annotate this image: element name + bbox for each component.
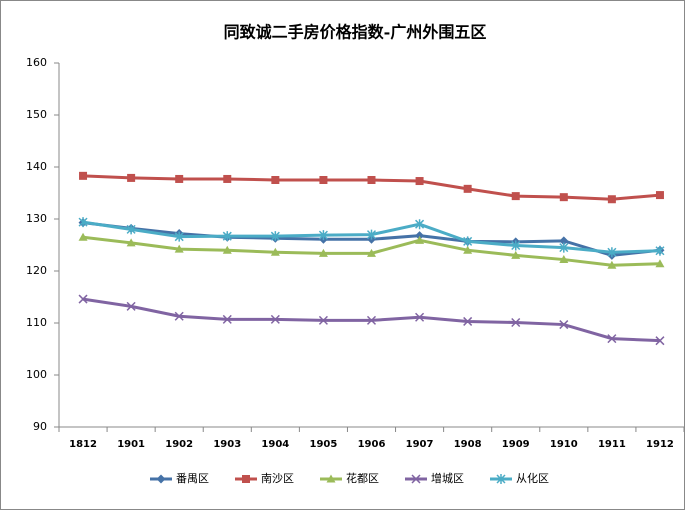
data-point <box>366 315 377 325</box>
data-point <box>318 248 328 257</box>
data-point <box>655 245 665 256</box>
data-point <box>78 217 88 228</box>
y-tick-label: 160 <box>26 56 47 69</box>
x-tick-label: 1907 <box>406 439 434 450</box>
data-point <box>78 232 88 241</box>
legend-marker <box>411 474 421 484</box>
data-point <box>222 231 232 242</box>
data-point <box>366 229 377 240</box>
data-point <box>270 231 280 242</box>
y-tick-label: 140 <box>26 160 47 173</box>
data-point <box>607 247 617 258</box>
data-point <box>415 231 425 241</box>
data-point <box>175 174 184 183</box>
data-point <box>415 219 425 230</box>
data-point <box>463 316 473 326</box>
data-point <box>559 236 569 246</box>
x-tick-label: 1903 <box>213 439 241 450</box>
data-point <box>415 312 425 322</box>
y-tick-label: 150 <box>26 108 47 121</box>
data-point <box>367 176 376 184</box>
data-point <box>126 301 136 311</box>
x-tick-label: 1905 <box>310 439 338 450</box>
data-point <box>126 224 136 235</box>
y-tick-label: 110 <box>26 316 47 329</box>
data-point <box>655 336 665 346</box>
data-point <box>319 176 328 184</box>
x-tick-label: 1909 <box>502 439 530 450</box>
x-tick-label: 1812 <box>69 439 97 450</box>
legend-label: 从化区 <box>516 471 549 485</box>
x-tick-label: 1908 <box>454 439 482 450</box>
x-tick-label: 1906 <box>358 439 386 450</box>
data-point <box>271 176 280 184</box>
data-point <box>223 174 232 183</box>
x-tick-label: 1911 <box>598 439 626 450</box>
data-point <box>559 242 569 253</box>
data-point <box>174 231 184 242</box>
x-tick-label: 1910 <box>550 439 578 450</box>
legend-marker <box>156 474 166 484</box>
legend-marker <box>242 475 250 483</box>
data-point <box>415 177 424 186</box>
legend-marker <box>496 474 506 484</box>
data-point <box>511 317 521 328</box>
data-point <box>511 240 521 251</box>
data-point <box>222 245 232 254</box>
x-tick-label: 1912 <box>646 439 674 450</box>
data-point <box>511 192 520 201</box>
legend-label: 花都区 <box>346 472 379 485</box>
data-point <box>78 294 88 304</box>
data-point <box>559 320 569 330</box>
data-point <box>270 314 280 324</box>
data-point <box>174 244 184 253</box>
data-point <box>559 255 569 264</box>
legend-label: 番禺区 <box>176 472 209 485</box>
data-point <box>463 236 473 247</box>
y-tick-label: 100 <box>26 368 47 381</box>
x-tick-label: 1901 <box>117 439 145 450</box>
data-point <box>463 184 472 193</box>
data-point <box>655 259 665 268</box>
data-point <box>655 191 664 200</box>
data-point <box>607 195 616 204</box>
legend-label: 增城区 <box>431 471 464 485</box>
data-point <box>127 173 136 182</box>
data-point <box>270 247 280 256</box>
y-tick-label: 130 <box>26 212 47 225</box>
data-point <box>174 311 184 321</box>
x-tick-label: 1904 <box>261 439 289 450</box>
data-point <box>415 235 425 244</box>
data-point <box>318 230 328 241</box>
data-point <box>607 334 617 344</box>
data-point <box>463 245 473 254</box>
legend-marker <box>326 474 336 483</box>
data-point <box>367 248 376 257</box>
y-tick-label: 120 <box>26 264 47 277</box>
data-point <box>607 260 617 269</box>
y-tick-label: 90 <box>33 420 47 433</box>
data-point <box>318 315 328 325</box>
data-point <box>559 193 568 202</box>
legend-label: 南沙区 <box>261 472 294 485</box>
data-point <box>79 171 88 180</box>
data-point <box>126 238 136 247</box>
data-point <box>511 250 521 259</box>
data-point <box>222 314 232 324</box>
x-tick-label: 1902 <box>165 439 193 450</box>
chart-title: 同致诚二手房价格指数-广州外围五区 <box>224 23 487 42</box>
